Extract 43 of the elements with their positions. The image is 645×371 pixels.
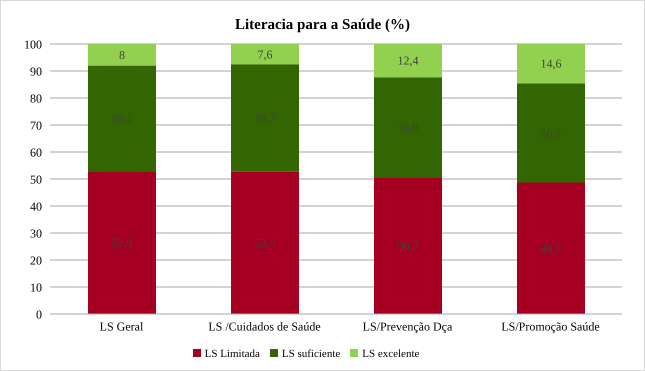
- bar: [374, 177, 442, 314]
- data-label: 50,7: [398, 238, 418, 253]
- x-tick-label: LS/Prevenção Dça: [362, 320, 453, 334]
- bar: [88, 44, 156, 66]
- y-tick-label: 100: [24, 37, 42, 52]
- data-label: 39,1: [112, 111, 132, 126]
- bar: [88, 66, 156, 172]
- y-tick-label: 70: [30, 118, 42, 132]
- legend-label: LS excelente: [362, 348, 420, 360]
- data-label: 36,7: [540, 126, 562, 140]
- data-label: 7,6: [258, 47, 272, 62]
- bar: [517, 182, 585, 314]
- y-tick-label: 80: [30, 91, 42, 106]
- chart-title: Literacia para a Saúde (%): [234, 17, 411, 34]
- x-tick-label: LS/Promoção Saúde: [501, 320, 600, 334]
- bar: [231, 172, 299, 314]
- bar: [231, 44, 299, 65]
- data-label: 39,7: [254, 111, 276, 126]
- bar: [517, 83, 585, 183]
- data-label: 52,9: [112, 236, 132, 250]
- x-tick-label: LS /Cuidados de Saúde: [208, 320, 321, 334]
- data-label: 52,7: [254, 236, 276, 250]
- data-label: 8: [119, 48, 125, 62]
- y-tick-label: 10: [30, 280, 42, 294]
- y-tick-label: 90: [30, 64, 42, 78]
- y-tick-label: 0: [36, 307, 42, 322]
- y-tick-label: 40: [30, 199, 42, 214]
- x-tick-label: LS Geral: [100, 320, 144, 334]
- data-label: 36,9: [398, 120, 418, 134]
- data-label: 48,7: [540, 241, 562, 256]
- legend-label: LS Limitada: [204, 348, 260, 360]
- y-tick-label: 20: [30, 253, 42, 268]
- y-tick-label: 50: [30, 172, 42, 186]
- bar: [374, 77, 442, 178]
- data-label: 14,6: [540, 56, 562, 71]
- legend-label: LS suficiente: [282, 348, 340, 360]
- bar: [374, 44, 442, 78]
- y-tick-label: 30: [30, 226, 42, 240]
- data-label: 12,4: [398, 54, 418, 68]
- bar: [517, 44, 585, 84]
- y-tick-label: 60: [30, 145, 42, 160]
- bar: [231, 64, 299, 172]
- bar: [88, 171, 156, 314]
